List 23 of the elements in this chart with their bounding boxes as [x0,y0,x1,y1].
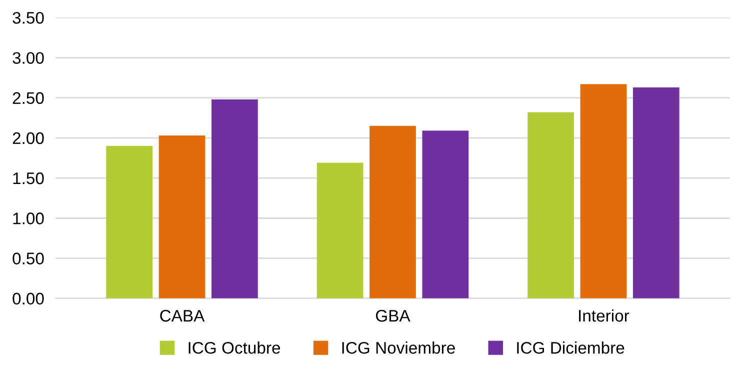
legend-label: ICG Octubre [188,342,280,354]
bar [158,135,206,298]
y-tick-label: 1.00 [13,212,44,224]
bar [212,99,258,298]
legend-label: ICG Diciembre [517,342,624,354]
bar [422,130,469,298]
x-tick-label: Interior [579,309,630,322]
bar [106,146,153,298]
bar [370,126,416,298]
bar [632,87,680,298]
x-tick-label: CABA [160,310,205,322]
y-tick-label: 0.50 [12,252,44,264]
y-tick-label: 3.50 [12,12,44,24]
y-tick-label: 0.00 [12,292,44,305]
bar [580,84,627,298]
bar [528,112,574,298]
y-tick-label: 2.50 [12,92,44,104]
bar [316,162,364,298]
y-tick-label: 1.50 [13,172,44,184]
x-tick-label: GBA [376,310,410,322]
y-tick-label: 2.00 [12,132,44,144]
legend-label: ICG Noviembre [342,342,455,354]
y-tick-label: 3.00 [12,52,44,64]
